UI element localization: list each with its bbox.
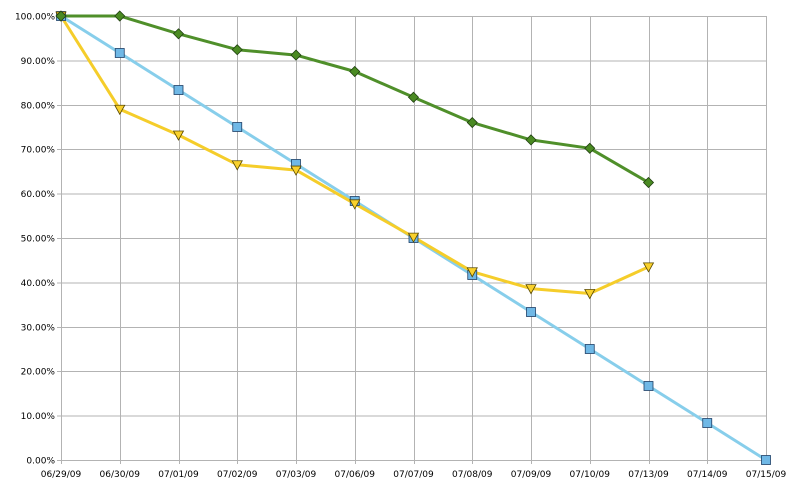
y-tick-label: 0.00%	[26, 457, 55, 467]
data-point-diamond	[407, 91, 420, 103]
y-tick-label: 50.00%	[21, 235, 56, 245]
data-point-diamond	[55, 10, 67, 22]
data-point-square	[526, 307, 536, 317]
data-point-triangle	[290, 165, 302, 176]
data-point-square	[761, 455, 771, 465]
data-point-square	[114, 48, 125, 58]
y-tick-labels: 0.00% 10.00% 20.00% 30.00% 40.00% 50.00% 60.00…	[15, 13, 55, 467]
data-point-diamond	[525, 134, 537, 146]
y-tick-label: 40.00%	[21, 279, 56, 289]
x-tick-label: 06/29/09	[41, 470, 82, 480]
x-tick-label: 07/06/09	[335, 470, 376, 480]
series-markers	[55, 10, 771, 465]
data-point-diamond	[349, 65, 361, 78]
data-point-diamond	[584, 142, 596, 154]
y-tick-label: 100.00%	[15, 13, 55, 23]
series-line-2	[59, 14, 650, 295]
data-point-square	[173, 85, 184, 95]
data-point-diamond	[290, 49, 302, 61]
y-tick-label: 10.00%	[21, 412, 56, 422]
data-point-triangle	[466, 267, 478, 278]
x-tick-label: 07/01/09	[158, 470, 199, 480]
data-point-diamond	[231, 44, 243, 56]
x-tick-labels: 06/29/09 06/30/09 07/01/09 07/02/09 07/03/09…	[41, 470, 787, 480]
x-tick-label: 07/10/09	[570, 470, 611, 480]
y-tick-label: 30.00%	[21, 323, 56, 333]
data-point-diamond	[642, 176, 655, 189]
data-point-triangle	[642, 262, 655, 273]
data-point-triangle	[525, 284, 537, 295]
data-point-triangle	[349, 199, 361, 210]
data-point-square	[232, 122, 243, 132]
x-tick-label: 07/15/09	[746, 470, 787, 480]
data-point-diamond	[466, 116, 478, 129]
x-tick-label: 07/14/09	[687, 470, 728, 480]
data-point-square	[643, 381, 654, 391]
data-point-square	[584, 344, 595, 354]
y-tick-label: 20.00%	[21, 368, 56, 378]
data-point-triangle	[584, 289, 596, 300]
data-point-triangle	[407, 232, 420, 243]
x-tick-label: 06/30/09	[100, 470, 141, 480]
y-tick-label: 80.00%	[21, 101, 56, 111]
data-point-triangle	[114, 104, 126, 116]
y-tick-label: 90.00%	[21, 57, 56, 67]
data-point-square	[702, 418, 713, 428]
x-tick-label: 07/08/09	[452, 470, 493, 480]
data-point-diamond	[172, 28, 185, 40]
axes	[57, 16, 766, 461]
data-point-triangle	[172, 130, 185, 141]
data-point-diamond	[114, 10, 126, 22]
x-tick-label: 07/02/09	[217, 470, 258, 480]
y-tick-label: 60.00%	[21, 190, 56, 200]
y-tick-label: 70.00%	[21, 146, 56, 156]
x-tick-label: 07/07/09	[393, 470, 434, 480]
x-tick-label: 07/13/09	[628, 470, 669, 480]
data-point-triangle	[231, 160, 243, 171]
series-line-3	[59, 14, 650, 184]
x-tick-label: 07/03/09	[276, 470, 317, 480]
x-tick-label: 07/09/09	[511, 470, 552, 480]
